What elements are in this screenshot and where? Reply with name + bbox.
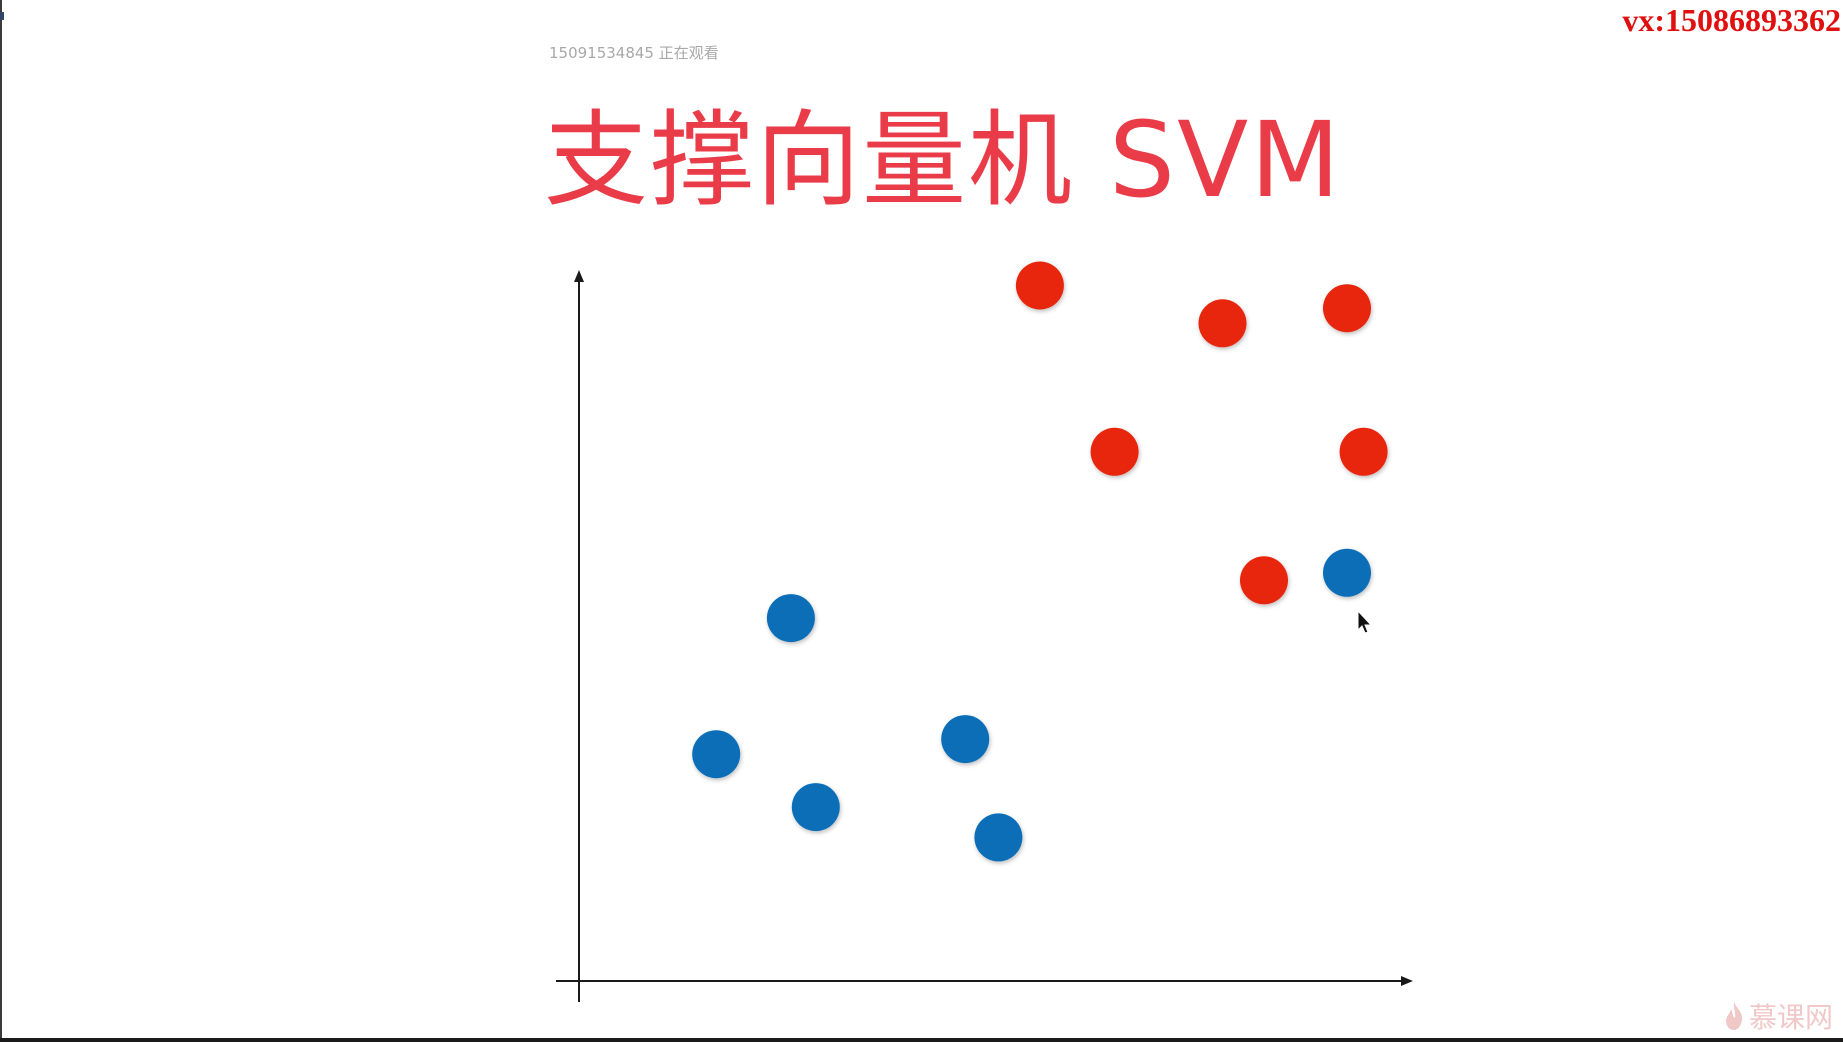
slide-title: 支撑向量机 SVM xyxy=(544,99,1342,221)
mouse-cursor-icon xyxy=(1357,609,1373,634)
red-point-5 xyxy=(1339,427,1388,476)
red-point-6 xyxy=(1240,556,1288,605)
left-window-edge xyxy=(0,0,2,1042)
data-points xyxy=(692,261,1388,862)
brand-name: 慕课网 xyxy=(1748,1001,1833,1034)
blue-point-4 xyxy=(791,783,840,832)
blue-point-5 xyxy=(941,715,990,764)
flame-icon xyxy=(1725,1002,1743,1030)
y-axis-arrow xyxy=(574,270,584,282)
viewer-watermark: 15091534845 正在观看 xyxy=(549,44,719,62)
left-edge-marker xyxy=(0,12,4,20)
contact-watermark: vx:15086893362 xyxy=(1622,2,1841,38)
blue-point-6 xyxy=(974,813,1023,862)
x-axis-arrow xyxy=(1401,976,1413,986)
red-point-4 xyxy=(1090,427,1139,476)
red-point-3 xyxy=(1323,284,1371,333)
brand-watermark: 慕课网 xyxy=(1723,996,1833,1036)
blue-point-1 xyxy=(1323,548,1371,597)
blue-point-3 xyxy=(692,730,741,779)
red-point-2 xyxy=(1198,299,1247,348)
red-point-1 xyxy=(1015,261,1064,310)
blue-point-2 xyxy=(766,594,815,643)
bottom-window-edge xyxy=(0,1038,1843,1042)
